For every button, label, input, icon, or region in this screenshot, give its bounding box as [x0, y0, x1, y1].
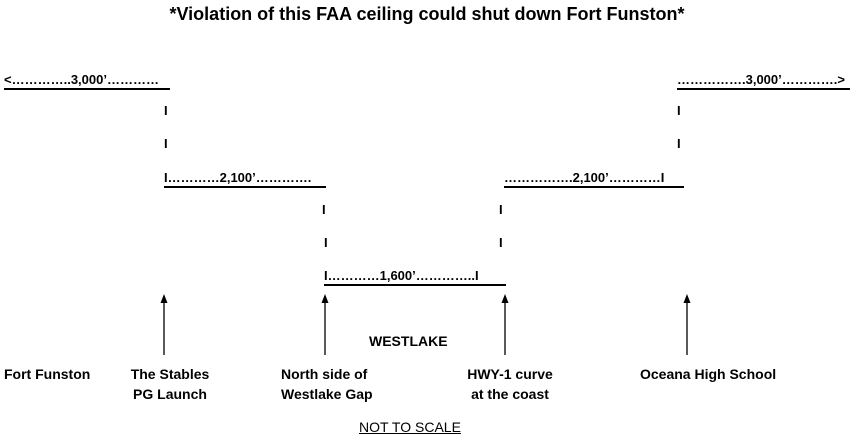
ceiling-3000-right: …………….3,000’………….>	[677, 72, 850, 90]
label-fort-funston: Fort Funston	[4, 366, 91, 382]
step-tick: I	[677, 103, 681, 118]
step-tick: I	[164, 136, 168, 151]
label-stables-line2: PG Launch	[133, 386, 207, 402]
label-north-line2: Westlake Gap	[281, 386, 373, 402]
arrow-head	[501, 294, 509, 303]
step-tick: I	[324, 235, 328, 250]
arrow-head	[160, 294, 168, 303]
step-tick: I	[164, 103, 168, 118]
ceiling-2100-left: I…………2,100’………….	[164, 170, 326, 188]
arrow-head	[683, 294, 691, 303]
step-tick: I	[322, 202, 326, 217]
step-tick: I	[677, 136, 681, 151]
step-tick: I	[499, 235, 503, 250]
ceiling-1600: I…………1,600’…………..I	[324, 268, 506, 286]
label-oceana: Oceana High School	[640, 366, 777, 382]
label-stables-line1: The Stables	[130, 366, 210, 382]
label-hwy-line2: at the coast	[471, 386, 549, 402]
ceiling-3000-left: <…………..3,000’…………	[4, 72, 170, 90]
scale-note: NOT TO SCALE	[359, 419, 461, 435]
ceiling-2100-right: …………….2,100’…………I	[504, 170, 684, 188]
step-tick: I	[499, 202, 503, 217]
label-hwy-line1: HWY-1 curve	[467, 366, 553, 382]
page-title: *Violation of this FAA ceiling could shu…	[169, 4, 685, 24]
arrow-head	[321, 294, 329, 303]
label-north-line1: North side of	[281, 366, 368, 382]
label-westlake: WESTLAKE	[369, 333, 448, 349]
